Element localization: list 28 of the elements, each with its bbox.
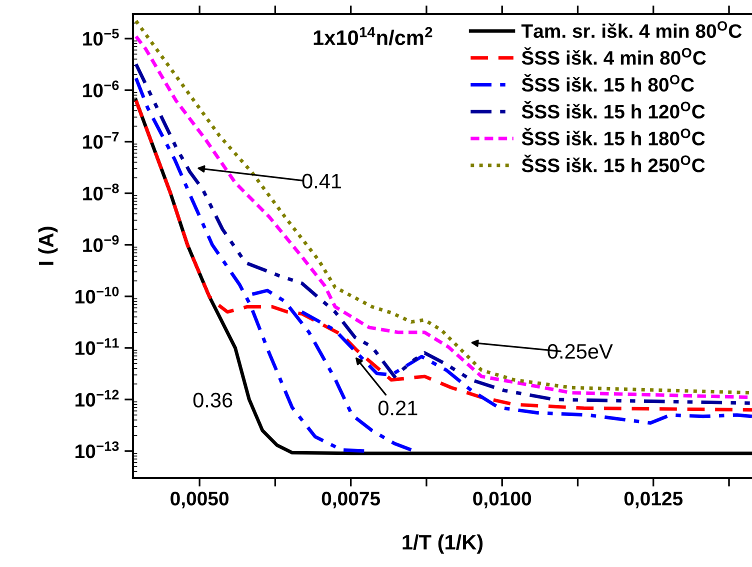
y-tick-label: 10$^{−10}$ xyxy=(76,286,119,304)
y-tick-label: 10$^{−7}$ xyxy=(83,132,119,149)
x-tick-label: 0,0125 xyxy=(624,492,683,508)
annotation: 0.25eV xyxy=(548,344,613,359)
legend-label: ŠSS išk. 15 h 180$^{O}$C xyxy=(522,128,705,146)
legend-label: ŠSS išk. 15 h 120$^{O}$C xyxy=(522,100,705,119)
x-tick-label: 0,0050 xyxy=(170,492,228,508)
annotation: 0.21 xyxy=(378,400,418,416)
y-tick-label: 10$^{−12}$ xyxy=(76,390,119,407)
annotation: 1x10$^{14}$n/cm$^{2}$ xyxy=(314,26,432,46)
y-tick-label: 10$^{−9}$ xyxy=(83,235,119,252)
annotation: 0.41 xyxy=(302,174,342,188)
x-tick-label: 0,0100 xyxy=(473,492,532,508)
line-series xyxy=(300,310,752,425)
legend-label: ŠSS išk. 15 h 250$^{O}$C xyxy=(522,154,705,172)
legend-label: ŠSS išk. 15 h 80$^{O}$C xyxy=(522,74,694,92)
y-tick-label: 10$^{−13}$ xyxy=(76,441,119,458)
x-axis-title: 1/T (1/K) xyxy=(402,534,483,554)
y-tick-label: 10$^{−8}$ xyxy=(83,184,119,200)
y-axis-title: I (A) xyxy=(38,226,58,265)
annotation: 0.36 xyxy=(193,392,232,408)
y-tick-label: 10$^{−5}$ xyxy=(83,28,119,46)
y-tick-label: 10$^{−6}$ xyxy=(83,80,119,98)
x-tick-label: 0,0075 xyxy=(322,492,380,508)
line-series xyxy=(134,76,366,453)
legend-label: Tam. sr. išk. 4 min 80$^{O}$C xyxy=(521,21,742,38)
legend-label: ŠSS išk. 4 min 80$^{O}$C xyxy=(522,47,706,65)
y-tick-label: 10$^{−11}$ xyxy=(76,338,119,355)
